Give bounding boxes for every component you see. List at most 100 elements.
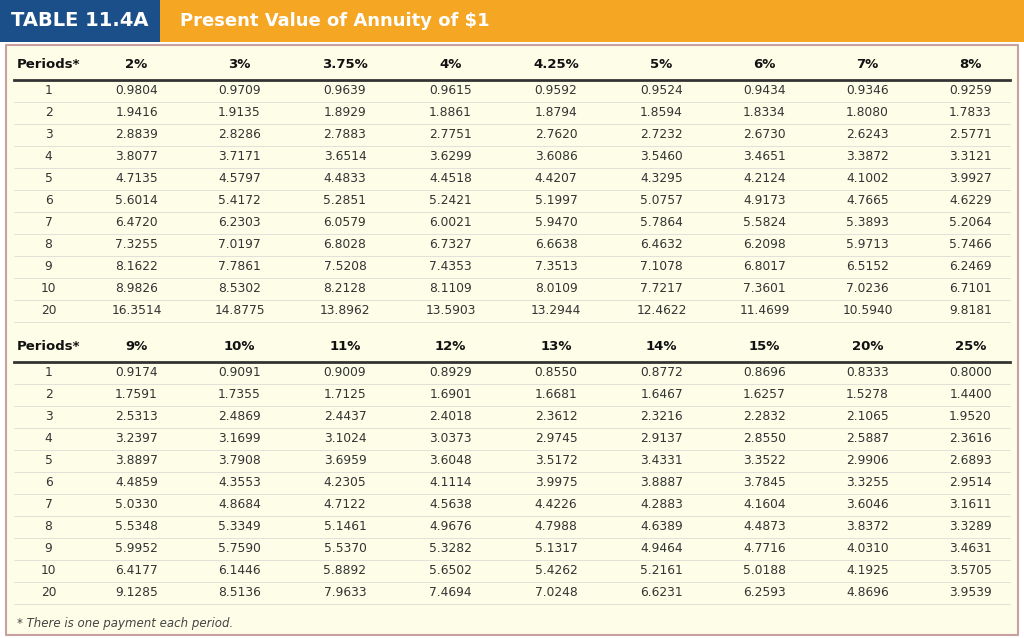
Text: 5.7864: 5.7864	[640, 216, 683, 230]
Text: 4.8684: 4.8684	[218, 498, 261, 512]
Text: 1.9416: 1.9416	[115, 107, 158, 119]
Text: 3.6959: 3.6959	[324, 454, 367, 468]
Text: 3.4631: 3.4631	[949, 542, 992, 556]
Text: 10: 10	[41, 565, 56, 577]
Text: 7: 7	[45, 498, 52, 512]
Text: 12%: 12%	[435, 341, 466, 353]
Text: 6.0579: 6.0579	[324, 216, 367, 230]
Text: 5.3282: 5.3282	[429, 542, 472, 556]
Text: 5.0330: 5.0330	[115, 498, 158, 512]
Text: 3.7908: 3.7908	[218, 454, 261, 468]
Text: 3.8372: 3.8372	[846, 521, 889, 533]
Text: 1.4400: 1.4400	[949, 389, 992, 401]
Text: 0.9804: 0.9804	[115, 84, 158, 98]
Text: 5: 5	[45, 454, 52, 468]
Text: 4.2883: 4.2883	[640, 498, 683, 512]
Text: 6.1446: 6.1446	[218, 565, 261, 577]
Text: 8: 8	[45, 521, 52, 533]
Text: 3: 3	[45, 410, 52, 424]
Text: 8.9826: 8.9826	[115, 283, 158, 295]
Text: 0.9259: 0.9259	[949, 84, 992, 98]
Text: 2.9906: 2.9906	[846, 454, 889, 468]
Text: 5.4262: 5.4262	[535, 565, 578, 577]
Text: 6%: 6%	[754, 59, 776, 71]
Text: 6.2303: 6.2303	[218, 216, 261, 230]
Text: 6.8017: 6.8017	[743, 260, 785, 274]
Text: 20: 20	[41, 304, 56, 318]
Text: 4.3553: 4.3553	[218, 477, 261, 489]
Text: 10%: 10%	[224, 341, 255, 353]
Bar	[160, 0, 1024, 42]
Text: 3.4331: 3.4331	[640, 454, 683, 468]
Text: 6.7101: 6.7101	[949, 283, 992, 295]
Text: 3.5705: 3.5705	[949, 565, 992, 577]
Text: 0.9346: 0.9346	[846, 84, 889, 98]
Text: 5%: 5%	[650, 59, 673, 71]
Text: 6.2469: 6.2469	[949, 260, 992, 274]
Text: 1.6681: 1.6681	[535, 389, 578, 401]
Text: 4.4833: 4.4833	[324, 172, 367, 186]
Text: 2.9137: 2.9137	[640, 433, 683, 445]
Text: 7.5208: 7.5208	[324, 260, 367, 274]
Text: 4.9676: 4.9676	[429, 521, 472, 533]
Text: 2.5313: 2.5313	[115, 410, 158, 424]
Text: 4.7716: 4.7716	[743, 542, 785, 556]
Text: 3.8897: 3.8897	[115, 454, 158, 468]
Text: 6.6231: 6.6231	[640, 586, 683, 600]
Text: 5.0757: 5.0757	[640, 195, 683, 207]
Text: 3.0373: 3.0373	[429, 433, 472, 445]
Text: 1.9135: 1.9135	[218, 107, 261, 119]
Text: 3.75%: 3.75%	[323, 59, 368, 71]
Text: 2.4018: 2.4018	[429, 410, 472, 424]
Text: 4.4873: 4.4873	[743, 521, 785, 533]
Text: 4: 4	[45, 433, 52, 445]
Text: 1.5278: 1.5278	[846, 389, 889, 401]
Text: 3.2397: 3.2397	[115, 433, 158, 445]
Text: 7.0236: 7.0236	[846, 283, 889, 295]
Text: 2.8286: 2.8286	[218, 128, 261, 142]
Text: 3.6514: 3.6514	[324, 151, 367, 163]
Text: * There is one payment each period.: * There is one payment each period.	[17, 618, 233, 630]
Text: 7.3513: 7.3513	[535, 260, 578, 274]
Text: 2: 2	[45, 107, 52, 119]
Text: 5.8892: 5.8892	[324, 565, 367, 577]
Text: 8.1622: 8.1622	[115, 260, 158, 274]
Text: 5.3349: 5.3349	[218, 521, 261, 533]
Text: 2.6243: 2.6243	[846, 128, 889, 142]
Text: 3.3872: 3.3872	[846, 151, 889, 163]
Text: 6.2593: 6.2593	[743, 586, 785, 600]
Text: 2.8839: 2.8839	[115, 128, 158, 142]
Text: 4%: 4%	[439, 59, 462, 71]
Text: 3.4651: 3.4651	[743, 151, 785, 163]
Text: 5.2161: 5.2161	[640, 565, 683, 577]
Text: 6.8028: 6.8028	[324, 239, 367, 251]
Text: 8.0109: 8.0109	[535, 283, 578, 295]
Text: 4.4859: 4.4859	[115, 477, 158, 489]
Text: 2.4437: 2.4437	[324, 410, 367, 424]
Text: 2.6893: 2.6893	[949, 454, 992, 468]
Text: 5.0188: 5.0188	[743, 565, 786, 577]
Text: 4.1925: 4.1925	[846, 565, 889, 577]
Text: 7: 7	[45, 216, 52, 230]
Text: 1.8594: 1.8594	[640, 107, 683, 119]
Text: 1.8861: 1.8861	[429, 107, 472, 119]
Text: 4.4226: 4.4226	[535, 498, 578, 512]
Text: 2.6730: 2.6730	[743, 128, 785, 142]
Text: 2%: 2%	[125, 59, 147, 71]
Text: 4.3295: 4.3295	[640, 172, 683, 186]
Text: 3.5460: 3.5460	[640, 151, 683, 163]
Text: 13.8962: 13.8962	[319, 304, 371, 318]
Text: 1.6257: 1.6257	[743, 389, 785, 401]
Text: 8.1109: 8.1109	[429, 283, 472, 295]
Text: 2.7751: 2.7751	[429, 128, 472, 142]
Text: 4.25%: 4.25%	[534, 59, 579, 71]
Text: 3.3255: 3.3255	[846, 477, 889, 489]
Text: 5.7466: 5.7466	[949, 239, 992, 251]
Text: 5.6502: 5.6502	[429, 565, 472, 577]
Text: 4.4518: 4.4518	[429, 172, 472, 186]
Text: 8%: 8%	[959, 59, 982, 71]
Text: 4.6389: 4.6389	[640, 521, 683, 533]
Text: 1: 1	[45, 84, 52, 98]
Text: 3.5172: 3.5172	[535, 454, 578, 468]
Text: 2.3616: 2.3616	[949, 433, 992, 445]
